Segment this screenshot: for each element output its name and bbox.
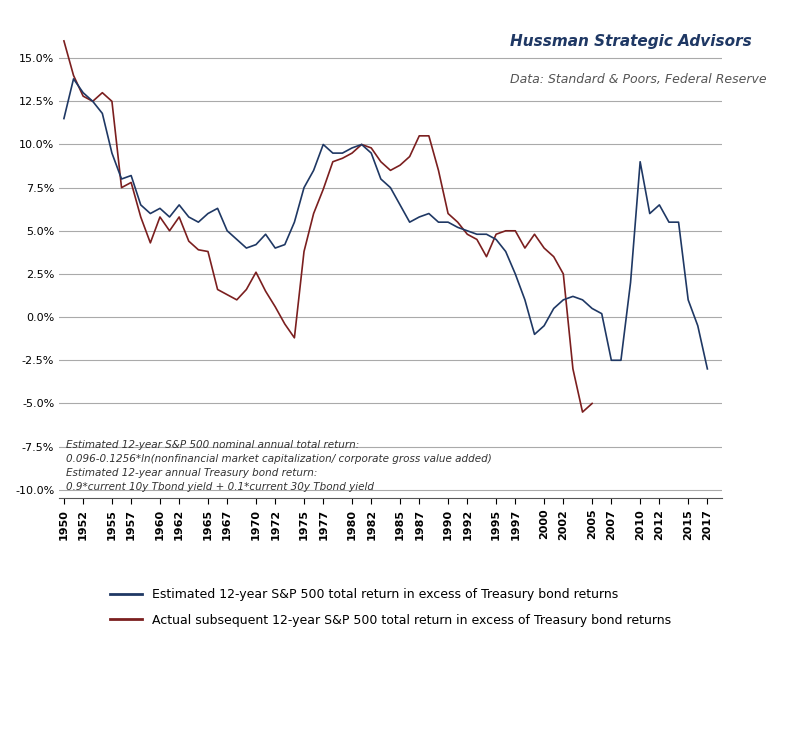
Legend: Estimated 12-year S&P 500 total return in excess of Treasury bond returns, Actua: Estimated 12-year S&P 500 total return i… bbox=[104, 582, 677, 633]
Text: Data: Standard & Poors, Federal Reserve: Data: Standard & Poors, Federal Reserve bbox=[509, 73, 767, 86]
Text: Estimated 12-year S&P 500 nominal annual total return:
0.096-0.1256*ln(nonfinanc: Estimated 12-year S&P 500 nominal annual… bbox=[66, 440, 491, 492]
Text: Hussman Strategic Advisors: Hussman Strategic Advisors bbox=[509, 35, 751, 49]
